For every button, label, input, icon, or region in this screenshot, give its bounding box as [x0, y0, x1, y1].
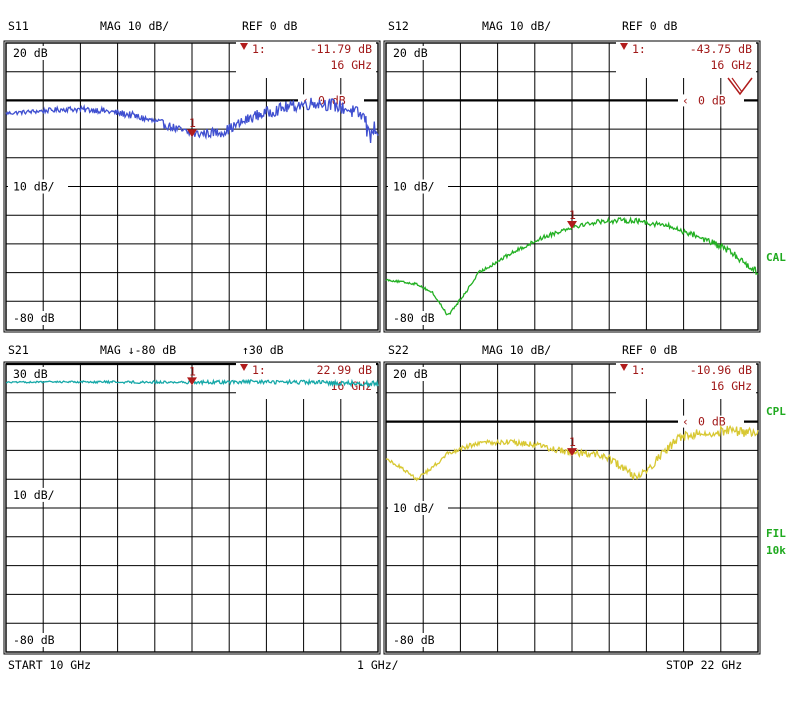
marker-value: -11.79 dB: [310, 42, 372, 56]
y-axis-label: -80 dB: [13, 633, 55, 647]
s11-panel: S11 MAG 10 dB/REF 0 dB 20 dB 10 dB/ -80 dB 1:…: [3, 19, 381, 333]
format-label: MAG 10 dB/: [482, 343, 551, 357]
y-axis-label: 10 dB/: [13, 180, 55, 194]
y-axis-label: -80 dB: [393, 633, 435, 647]
y-axis-label: 10 dB/: [393, 501, 435, 515]
marker-value: -43.75 dB: [690, 42, 752, 56]
marker-value: 22.99 dB: [317, 363, 372, 377]
reference-label: REF 0 dB: [622, 343, 677, 357]
grid: [386, 43, 758, 330]
panel-frame: [383, 40, 761, 333]
parameter-label: S12: [388, 19, 409, 33]
cal-status: CAL: [766, 251, 786, 264]
marker-frequency: 16 GHz: [710, 58, 752, 72]
marker-frequency: 16 GHz: [330, 58, 372, 72]
marker-label: 1:: [252, 42, 266, 56]
y-axis-label: 30 dB: [13, 367, 48, 381]
reference-label: REF 0 dB: [622, 19, 677, 33]
marker-index: 1: [189, 116, 196, 130]
marker-label: 1:: [252, 363, 266, 377]
panel-frame: [3, 361, 381, 655]
reference-marker-label: 0 dB: [698, 93, 726, 107]
y-axis-label: 10 dB/: [13, 488, 55, 502]
parameter-label: S11: [8, 19, 29, 33]
y-axis-label: 20 dB: [393, 46, 428, 60]
cpl-status: CPL: [766, 405, 786, 418]
parameter-label: S22: [388, 343, 409, 357]
marker-value: -10.96 dB: [690, 363, 752, 377]
format-label: MAG 10 dB/: [100, 19, 169, 33]
marker-1: [187, 377, 197, 386]
y-axis-label: -80 dB: [13, 311, 55, 325]
reference-marker-label: 0 dB: [698, 415, 726, 429]
y-axis-label: 10 dB/: [393, 180, 435, 194]
reference-label: ↑30 dB: [242, 343, 284, 357]
span-per-division: 1 GHz/: [357, 658, 399, 672]
marker-index: 1: [569, 208, 576, 222]
marker-1: [187, 129, 197, 138]
marker-1: [567, 448, 577, 457]
start-frequency: START 10 GHz: [8, 658, 91, 672]
marker-index: 1: [189, 364, 196, 378]
grid: [386, 364, 758, 652]
grid: [6, 364, 378, 652]
format-label: MAG 10 dB/: [482, 19, 551, 33]
y-axis-label: 20 dB: [13, 46, 48, 60]
y-axis-label: -80 dB: [393, 311, 435, 325]
reference-marker-arrow: ‹: [682, 415, 689, 429]
panel-frame: [3, 40, 381, 333]
format-label: MAG ↓-80 dB: [100, 343, 176, 357]
marker-label: 1:: [632, 363, 646, 377]
parameter-label: S21: [8, 343, 29, 357]
marker-frequency: 16 GHz: [710, 379, 752, 393]
uncal-symbol: [727, 77, 753, 96]
fil-bandwidth: 10k: [766, 544, 786, 557]
marker-index: 1: [569, 435, 576, 449]
s12-panel: S12 MAG 10 dB/REF 0 dB 20 dB 10 dB/ -80 dB 1:…: [383, 19, 761, 333]
fil-status: FIL: [766, 527, 786, 540]
s22-panel: S22 MAG 10 dB/REF 0 dB 20 dB 10 dB/ -80 dB 1:…: [383, 343, 761, 655]
panel-frame: [383, 361, 761, 655]
s21-panel: S21 MAG ↓-80 dB ↑30 dB 30 dB 10 dB/ -80 dB 1: 2…: [3, 343, 381, 655]
marker-label: 1:: [632, 42, 646, 56]
y-axis-label: 20 dB: [393, 367, 428, 381]
marker-1: [567, 220, 577, 229]
reference-marker-arrow: ‹: [682, 93, 689, 107]
reference-label: REF 0 dB: [242, 19, 297, 33]
stop-frequency: STOP 22 GHz: [666, 658, 742, 672]
